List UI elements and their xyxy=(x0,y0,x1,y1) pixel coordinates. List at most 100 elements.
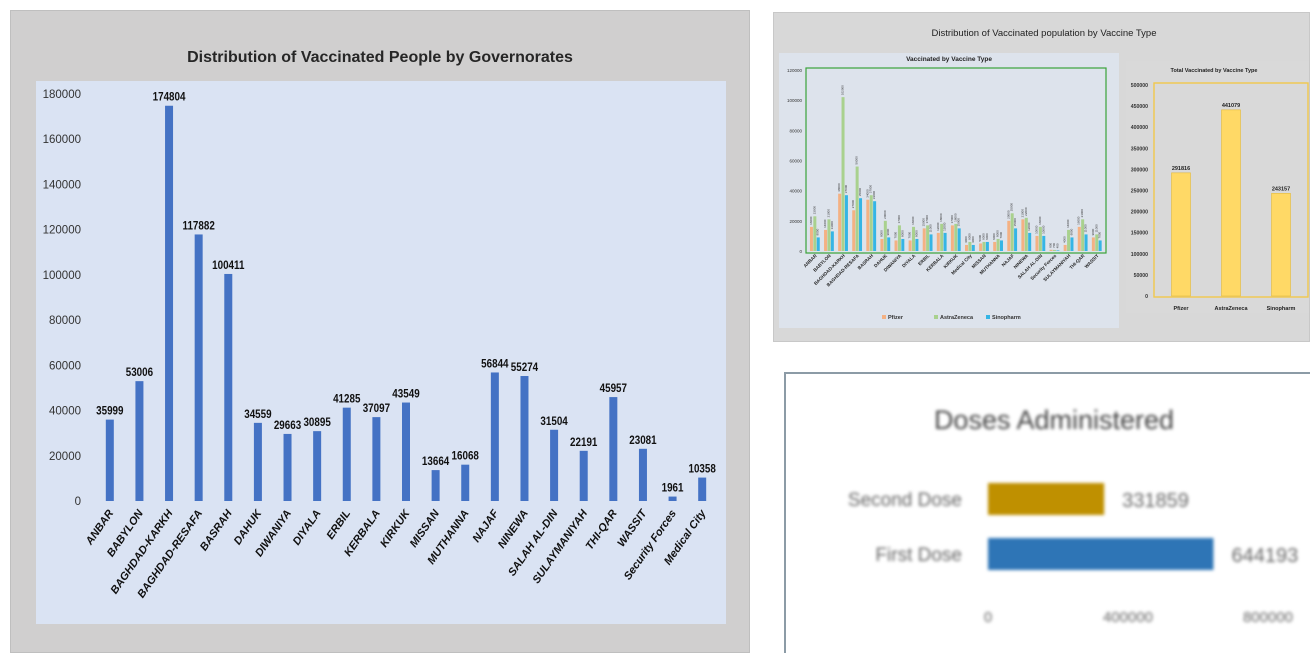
y-tick-label: 0 xyxy=(1145,294,1148,300)
legend-label: Pfizer xyxy=(888,315,904,321)
data-label: 9000 xyxy=(1069,228,1073,235)
data-label: 27000 xyxy=(851,200,855,209)
bar-sinopharm-babylon xyxy=(830,231,834,251)
legend-label-first-dose: First Dose xyxy=(875,545,962,566)
bar-pfizer xyxy=(1171,172,1191,297)
data-label: 22191 xyxy=(570,436,597,449)
y-tick-label: 140000 xyxy=(43,179,81,191)
data-label: 8000 xyxy=(996,230,1000,237)
data-label: 21000 xyxy=(826,209,830,218)
data-label: 29663 xyxy=(274,419,301,432)
data-label: 20000 xyxy=(1006,210,1010,219)
bar-dahuk xyxy=(253,422,262,501)
data-label: 11000 xyxy=(1094,224,1098,232)
bar-thi-qar xyxy=(609,397,618,501)
data-label: 243157 xyxy=(1272,186,1290,192)
data-label: 291816 xyxy=(1172,166,1190,172)
y-tick-label: 300000 xyxy=(1131,167,1148,173)
data-label: 100411 xyxy=(212,259,244,272)
bar-astrazeneca-kirkuk xyxy=(954,223,958,251)
data-label: 4000 xyxy=(964,236,968,243)
doses-chart: Doses Administered Second Dose 331859 First… xyxy=(848,405,1298,626)
x-tick-label: 800000 xyxy=(1243,609,1293,626)
chart-title: Distribution of Vaccinated People by Gov… xyxy=(187,49,573,66)
data-label: 35999 xyxy=(96,405,123,418)
data-label: 16000 xyxy=(809,216,813,225)
y-tick-label: 450000 xyxy=(1131,104,1148,110)
bar-sinopharm-security-forces xyxy=(1056,250,1060,251)
data-label: 34000 xyxy=(865,189,869,198)
data-label: 31504 xyxy=(540,415,568,428)
data-label: 11000 xyxy=(1084,224,1088,232)
bar-pfizer-thi-qar xyxy=(1077,226,1081,251)
bar-astrazeneca-erbil xyxy=(926,225,930,251)
data-label: 18000 xyxy=(939,213,943,222)
y-tick-label: 40000 xyxy=(789,189,802,194)
bar-sinopharm-salah-al-din xyxy=(1042,235,1046,251)
totals-chart-title: Total Vaccinated by Vaccine Type xyxy=(1171,68,1258,74)
bar-sinopharm-wassit xyxy=(1098,240,1102,251)
bar-pfizer-baghdad-karkh xyxy=(838,193,842,251)
bar-astrazeneca-najaf xyxy=(1010,213,1014,251)
data-label: 17000 xyxy=(897,215,901,224)
data-label: 13000 xyxy=(830,221,834,230)
x-tick-label: Pfizer xyxy=(1174,306,1190,312)
y-tick-label: 120000 xyxy=(787,68,803,73)
bar-astrazeneca-muthanna xyxy=(996,238,1000,251)
data-label: 102000 xyxy=(841,85,845,95)
data-label: 7000 xyxy=(1098,231,1102,238)
data-label: 5000 xyxy=(978,234,982,241)
y-tick-label: 80000 xyxy=(49,315,81,327)
bar-sinopharm-diyala xyxy=(915,238,919,251)
data-label: 37000 xyxy=(869,185,873,194)
data-label: 400 xyxy=(1055,243,1059,248)
data-label: 8000 xyxy=(914,230,918,237)
legend-swatch-pfizer xyxy=(882,315,886,319)
y-tick-label: 0 xyxy=(75,496,81,508)
data-label: 12000 xyxy=(1027,222,1031,231)
data-label: 23000 xyxy=(812,206,816,215)
data-label: 6000 xyxy=(985,233,989,240)
bar-najaf xyxy=(490,372,499,501)
legend-label-second-dose: Second Dose xyxy=(848,490,962,511)
data-label: 56000 xyxy=(855,156,859,165)
data-label: 10358 xyxy=(689,463,716,476)
bar-ninewa xyxy=(520,376,529,501)
bar-astrazeneca-kerbala xyxy=(940,223,944,251)
y-tick-label: 500000 xyxy=(1131,83,1148,89)
bar-astrazeneca-security-forces xyxy=(1052,249,1056,251)
data-label: 15000 xyxy=(922,218,926,227)
data-label: 17000 xyxy=(950,215,954,224)
data-label: 12000 xyxy=(943,222,947,231)
bar-sinopharm-kirkuk xyxy=(957,228,961,251)
bar-baghdad-resafa xyxy=(194,234,203,502)
data-label: 35000 xyxy=(858,188,862,197)
data-label: 700 xyxy=(1052,243,1056,248)
data-label: 4000 xyxy=(971,236,975,243)
bar-missan xyxy=(431,470,440,501)
plot-area xyxy=(36,81,726,624)
bar-pfizer-baghdad-resafa xyxy=(852,210,856,251)
data-label: 12000 xyxy=(936,222,940,231)
data-label: 21000 xyxy=(1020,209,1024,218)
data-label: 37097 xyxy=(363,402,390,415)
data-label: 16000 xyxy=(1038,216,1042,225)
data-label: 16068 xyxy=(452,450,479,463)
data-label: 56844 xyxy=(481,358,509,371)
y-tick-label: 250000 xyxy=(1131,189,1148,195)
vaccine-type-chart: Distribution of Vaccinated population by… xyxy=(779,28,1309,328)
y-tick-label: 100000 xyxy=(787,98,803,103)
bar-astrazeneca xyxy=(1221,109,1241,297)
data-label: 441079 xyxy=(1222,103,1240,109)
y-tick-label: 60000 xyxy=(49,360,81,372)
y-tick-label: 100000 xyxy=(1131,252,1148,258)
data-label: 6000 xyxy=(967,233,971,240)
y-tick-label: 120000 xyxy=(43,225,81,237)
data-label: 10000 xyxy=(1034,225,1038,234)
bar-astrazeneca-thi-qar xyxy=(1081,219,1085,251)
bar-astrazeneca-babylon xyxy=(827,219,831,251)
data-label: 33000 xyxy=(872,191,876,200)
data-label: 14000 xyxy=(1066,219,1070,228)
legend-swatch-astrazeneca xyxy=(934,315,938,319)
bar-pfizer-najaf xyxy=(1007,220,1011,251)
